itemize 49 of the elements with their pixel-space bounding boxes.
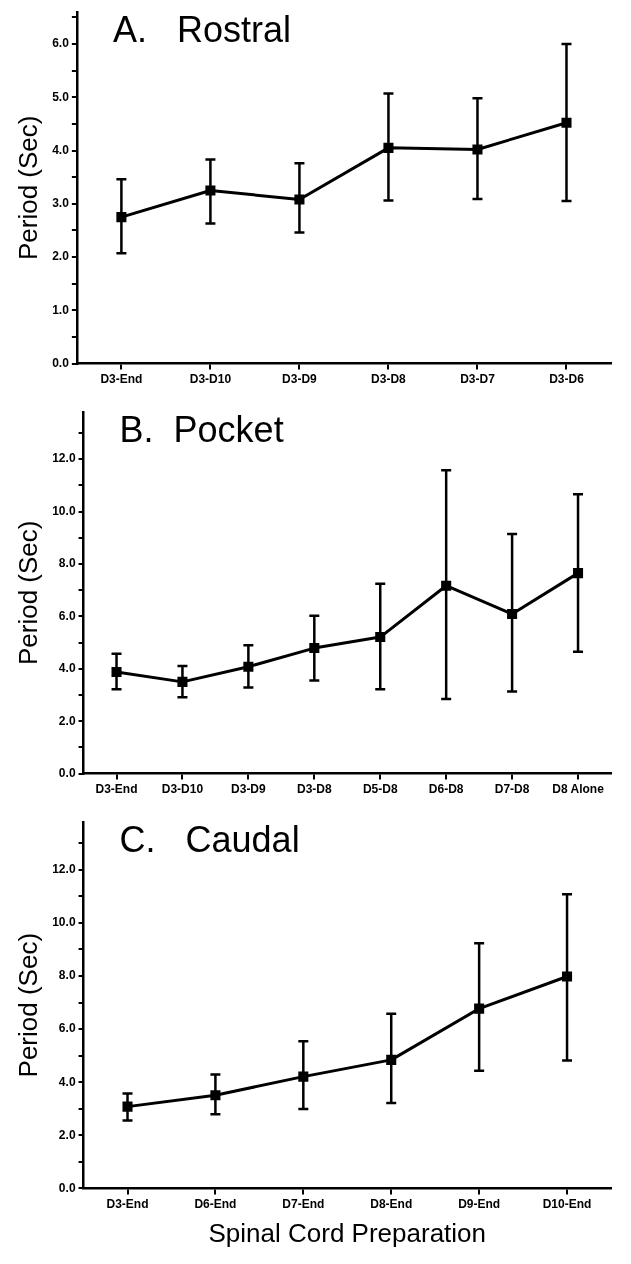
x-tick-label: D3-D10 [161, 782, 204, 797]
y-tick-label: 6.0 [52, 36, 70, 51]
x-tick-label: D3-D9 [282, 372, 318, 387]
chart-title: B. Pocket [119, 408, 284, 450]
x-tick-label: D7-End [282, 1196, 325, 1211]
y-tick-label: 2.0 [58, 1127, 76, 1142]
y-tick-label: 10.0 [52, 503, 76, 518]
x-tick-label: D8-End [370, 1196, 413, 1211]
y-axis-title: Period (Sec) [12, 520, 43, 666]
y-tick-label: 4.0 [58, 661, 76, 676]
x-axis-title: Spinal Cord Preparation [208, 1217, 487, 1248]
x-tick-label: D8 Alone [552, 782, 605, 797]
y-tick-label: 12.0 [52, 451, 76, 466]
x-tick-label: D6-D8 [428, 782, 464, 797]
x-tick-label: D3-D7 [460, 372, 496, 387]
y-tick-label: 8.0 [58, 968, 76, 983]
y-tick-label: 3.0 [52, 196, 70, 211]
y-tick-label: 0.0 [52, 355, 70, 370]
y-tick-label: 0.0 [58, 1180, 76, 1195]
x-tick-label: D10-End [542, 1196, 592, 1211]
y-tick-label: 12.0 [52, 862, 76, 877]
y-tick-label: 1.0 [52, 302, 70, 317]
y-tick-label: 8.0 [58, 556, 76, 571]
y-tick-label: 10.0 [52, 915, 76, 930]
chart-title: A. Rostral [112, 8, 291, 50]
y-tick-label: 2.0 [52, 249, 70, 264]
x-tick-label: D6-End [194, 1196, 237, 1211]
chart-title: C. Caudal [119, 818, 300, 860]
y-tick-label: 4.0 [52, 142, 70, 157]
x-tick-label: D9-End [458, 1196, 501, 1211]
x-tick-label: D3-End [100, 372, 143, 387]
x-tick-label: D7-D8 [494, 782, 530, 797]
x-tick-label: D3-D8 [371, 372, 407, 387]
y-axis-title: Period (Sec) [12, 932, 43, 1078]
y-tick-label: 0.0 [58, 765, 76, 780]
y-axis-title: Period (Sec) [12, 115, 43, 261]
y-tick-label: 6.0 [58, 608, 76, 623]
x-tick-label: D3-D8 [296, 782, 332, 797]
x-tick-label: D5-D8 [362, 782, 398, 797]
y-tick-label: 5.0 [52, 89, 70, 104]
x-tick-label: D3-D9 [231, 782, 267, 797]
point [562, 971, 573, 982]
x-tick-label: D3-End [106, 1196, 149, 1211]
x-tick-label: D3-End [95, 782, 138, 797]
y-tick-label: 6.0 [58, 1021, 76, 1036]
y-tick-label: 4.0 [58, 1074, 76, 1089]
y-tick-label: 2.0 [58, 713, 76, 728]
x-tick-label: D3-D10 [189, 372, 232, 387]
x-tick-label: D3-D6 [549, 372, 585, 387]
